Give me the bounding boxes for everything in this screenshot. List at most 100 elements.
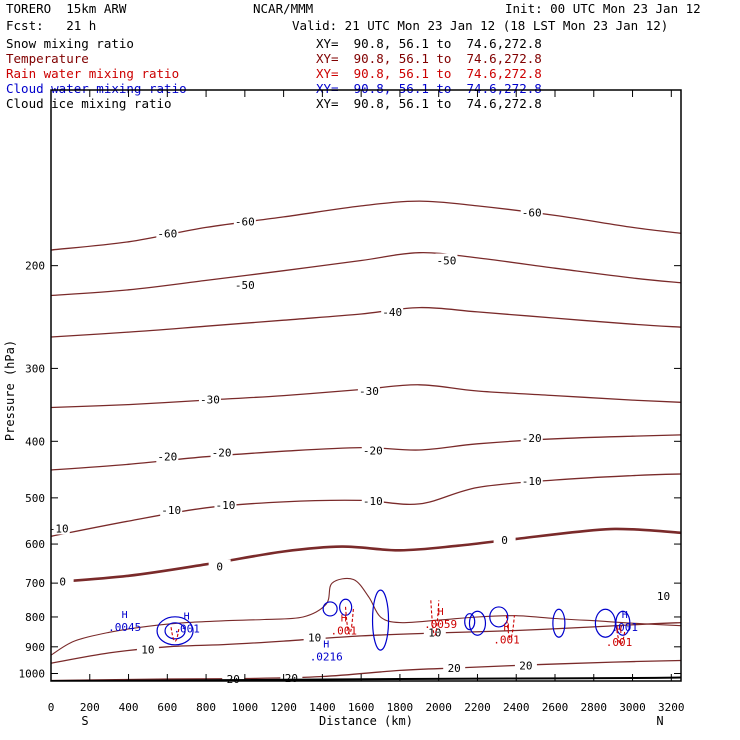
temperature-contour-label: -20 — [363, 445, 383, 458]
temperature-contour-label: 10 — [428, 626, 441, 639]
center-name: NCAR/MMM — [253, 1, 314, 16]
legend-field-name: Snow mixing ratio — [6, 36, 134, 51]
temperature-contour-label: -10 — [522, 475, 542, 488]
contour-label-bg — [156, 226, 179, 240]
y-tick-label: 600 — [25, 538, 45, 551]
max-value-label: .001 — [493, 634, 520, 647]
x-tick-label: 2800 — [581, 701, 608, 714]
contour-label-bg — [357, 384, 380, 398]
x-tick-label: 3200 — [658, 701, 685, 714]
contour-label-bg — [210, 445, 233, 459]
cloud-water-contour — [156, 616, 194, 646]
temperature-contour-label: -50 — [235, 279, 255, 292]
cloud-water-contour — [164, 622, 186, 640]
temperature-contour — [51, 384, 681, 409]
max-marker: H — [504, 623, 510, 634]
legend-xy-range: XY= 90.8, 56.1 to 74.6,272.8 — [316, 81, 542, 96]
temperature-contour — [51, 659, 681, 681]
rain-contour — [170, 627, 180, 642]
contour-label-bg — [520, 205, 543, 219]
contour-label-bg — [443, 660, 466, 674]
temperature-contour-label: 20 — [285, 672, 298, 685]
legend-field-name: Temperature — [6, 51, 89, 66]
x-tick-label: 1600 — [348, 701, 375, 714]
contour-label-bg — [233, 214, 256, 228]
max-value-label: .001 — [173, 623, 200, 636]
x-tick-label: 2600 — [542, 701, 569, 714]
temperature-contour — [51, 527, 681, 584]
south-end-label: S — [81, 714, 88, 728]
temperature-contour — [51, 200, 681, 251]
contour-label-bg — [208, 559, 231, 573]
temperature-contour-label: -60 — [235, 215, 255, 228]
temperature-contour-label: -30 — [359, 385, 379, 398]
temperature-contour-label: -20 — [522, 432, 542, 445]
contour-label-bg — [423, 625, 446, 639]
temperature-contour-label: -30 — [200, 393, 220, 406]
contour-label-bg — [493, 532, 516, 546]
x-tick-label: 200 — [80, 701, 100, 714]
contour-label-bg — [303, 630, 326, 644]
temperature-contour-label: 10 — [657, 590, 670, 603]
north-end-label: N — [656, 714, 663, 728]
max-marker: H — [341, 614, 347, 625]
y-tick-label: 200 — [25, 260, 45, 273]
valid-time: Valid: 21 UTC Mon 23 Jan 12 (18 LST Mon … — [292, 18, 669, 33]
legend-field-name: Cloud water mixing ratio — [6, 81, 187, 96]
y-tick-label: 500 — [25, 492, 45, 505]
legend-xy-range: XY= 90.8, 56.1 to 74.6,272.8 — [316, 96, 542, 111]
y-axis-label: Pressure (hPa) — [3, 340, 17, 441]
forecast-hour: Fcst: 21 h — [6, 18, 97, 33]
y-tick-label: 800 — [25, 611, 45, 624]
contour-label-bg — [520, 474, 543, 488]
temperature-contour-label: -10 — [216, 499, 236, 512]
temperature-contour-label: 10 — [308, 632, 321, 645]
rain-contour — [505, 615, 515, 639]
temperature-contour-label: 20 — [519, 659, 532, 672]
y-tick-label: 400 — [25, 435, 45, 448]
contour-label-bg — [520, 431, 543, 445]
legend-field-name: Cloud ice mixing ratio — [6, 96, 172, 111]
rain-contour — [616, 630, 626, 645]
y-tick-label: 1000 — [19, 668, 46, 681]
cloud-water-contour — [552, 608, 566, 638]
contour-label-bg — [361, 443, 384, 457]
temperature-contour-label: -40 — [382, 306, 402, 319]
max-value-label: .0045 — [108, 621, 141, 634]
model-title: TORERO 15km ARW — [6, 1, 127, 16]
x-tick-label: 1800 — [387, 701, 414, 714]
legend-xy-range: XY= 90.8, 56.1 to 74.6,272.8 — [316, 66, 542, 81]
temperature-contour-label: -10 — [363, 495, 383, 508]
x-tick-label: 600 — [157, 701, 177, 714]
contour-label-bg — [198, 392, 221, 406]
max-marker: H — [622, 610, 628, 621]
cloud-water-contour — [322, 601, 338, 617]
temperature-contour-label: -10 — [161, 504, 181, 517]
contour-label-bg — [381, 304, 404, 318]
temperature-contour-label: 0 — [59, 575, 66, 588]
y-tick-label: 300 — [25, 362, 45, 375]
contour-label-bg — [652, 588, 675, 602]
rain-contour — [430, 600, 440, 636]
max-value-label: .001 — [612, 621, 639, 634]
init-time: Init: 00 UTC Mon 23 Jan 12 — [505, 1, 701, 16]
temperature-contour-label: 0 — [501, 534, 508, 547]
x-tick-label: 400 — [119, 701, 139, 714]
contour-label-bg — [514, 658, 537, 672]
cloud-water-contour — [615, 610, 631, 636]
x-axis-label: Distance (km) — [319, 714, 413, 728]
cloud-water-contour — [371, 589, 390, 651]
x-tick-label: 3000 — [619, 701, 646, 714]
contour-label-bg — [160, 503, 183, 517]
temperature-contour-label: -50 — [437, 255, 457, 268]
rain-contour — [344, 606, 355, 635]
x-tick-label: 2000 — [425, 701, 452, 714]
max-value-label: .0216 — [310, 650, 343, 663]
temperature-contour-label: -60 — [157, 227, 177, 240]
max-marker: H — [122, 610, 128, 621]
plot-frame — [50, 89, 682, 682]
x-tick-label: 1000 — [232, 701, 259, 714]
max-marker: H — [323, 639, 329, 650]
contour-label-bg — [156, 449, 179, 463]
